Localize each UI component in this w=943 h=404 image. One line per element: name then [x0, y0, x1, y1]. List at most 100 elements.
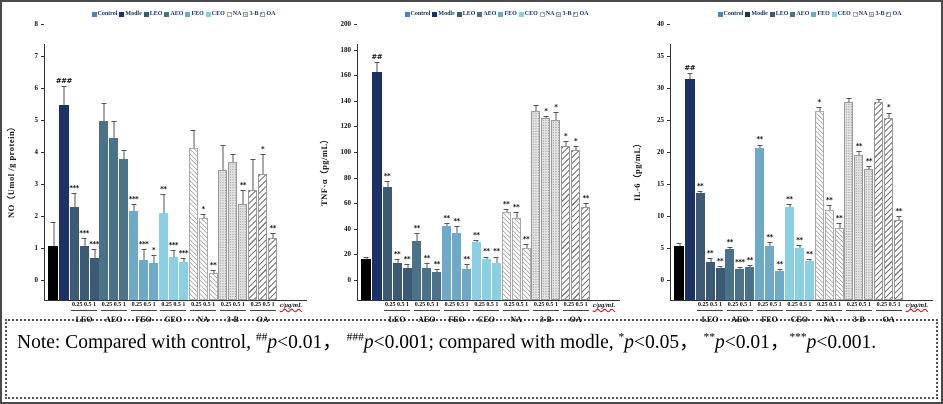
error-bar — [363, 256, 369, 260]
error-bar-line — [779, 268, 781, 272]
bar-oa-0.25 — [248, 189, 258, 300]
legend-label: LEO — [462, 11, 476, 17]
bar-slot: ** — [392, 44, 402, 300]
significance-label: ## — [371, 52, 383, 61]
y-tick-label: 7 — [34, 52, 39, 60]
error-bar-line — [829, 205, 831, 211]
legend-entry-feo: FEO — [811, 11, 830, 17]
bar-slot: ** — [471, 44, 481, 300]
bar-slot — [109, 44, 119, 300]
legend-swatch — [205, 11, 211, 17]
y-tick-label: 0 — [660, 276, 665, 284]
group-na: * ** 0.25 0.5 1 NA — [188, 44, 218, 325]
significance-label: ** — [483, 247, 490, 256]
error-bar-line — [565, 141, 567, 147]
group-label: NA — [510, 315, 522, 324]
group-label: NA — [823, 315, 835, 324]
bar-slot: ** — [894, 44, 904, 300]
significance-label: * — [574, 137, 578, 146]
legend-entry-feo: FEO — [185, 11, 204, 17]
bar-oa-0.5 — [571, 150, 581, 300]
significance-label: ** — [453, 216, 460, 225]
error-bar — [513, 211, 519, 219]
y-tick-label: 25 — [657, 116, 664, 124]
significance-label: ** — [403, 255, 411, 264]
error-bar-line — [183, 257, 185, 262]
group-leo: *** *** *** 0.25 0.5 1 LEO — [69, 44, 99, 325]
error-bar-line — [739, 266, 741, 269]
bar-slot: ** — [422, 44, 432, 300]
bar-aeo-0.5 — [109, 138, 119, 300]
error-bar-line — [376, 61, 378, 73]
bar-slot: ** — [481, 44, 491, 300]
legend-entry-na: NA — [852, 11, 867, 17]
error-bar-line — [575, 146, 577, 151]
error-bar-line — [242, 189, 244, 204]
bar-feo-1 — [149, 263, 159, 300]
bar-aeo-0.25 — [725, 248, 735, 300]
group-na: * ** ** 0.25 0.5 1 NA — [814, 44, 844, 325]
bar-feo-1 — [462, 269, 472, 300]
note-segment: * — [618, 331, 625, 344]
legend-label: AEO — [170, 11, 184, 17]
x-axis-unit-label: c/μg/mL — [279, 302, 303, 309]
bar-slot: ** — [402, 44, 412, 300]
group-oa: * ** 0.25 0.5 1 OA — [874, 44, 904, 325]
chart-panel-il6: Control Modle LEO AEO FEO CEO NA 3-B OA IL-6（pg/m… — [628, 4, 941, 324]
x-axis-unit-column: c/μg/mL — [904, 44, 930, 325]
error-bar — [573, 146, 579, 151]
y-tick-mark — [41, 184, 44, 185]
error-bar-line — [868, 166, 870, 170]
bar-na-0.5 — [824, 210, 834, 300]
bar-3-b-1 — [238, 204, 248, 300]
legend-entry-control: Control — [404, 11, 430, 17]
significance-label: * — [887, 103, 891, 112]
error-bar-line — [446, 223, 448, 226]
group-bars: ** ** ** — [755, 44, 785, 300]
bar-3-b-1 — [551, 119, 561, 300]
group-na: ** ** ** 0.25 0.5 1 NA — [501, 44, 531, 325]
y-tick-mark — [667, 120, 670, 121]
significance-label: *** — [69, 183, 79, 192]
bar-slot: ** — [725, 44, 735, 300]
legend-label: Control — [723, 11, 744, 17]
error-bar — [886, 112, 892, 118]
group-label: OA — [882, 315, 895, 324]
error-bar — [583, 202, 589, 207]
bar-slot: ## — [684, 44, 696, 300]
dose-ticks: 0.25 0.5 1 — [562, 302, 589, 311]
bar-ceo-1 — [804, 260, 814, 300]
group-label: LEO — [388, 315, 406, 324]
significance-label: *** — [79, 228, 89, 237]
error-bar — [826, 205, 832, 211]
error-bar — [190, 130, 196, 148]
legend-swatch — [477, 11, 483, 17]
y-tick-label: 160 — [340, 71, 352, 80]
legend-label: NA — [545, 11, 555, 17]
note-segment: <0.05， — [634, 332, 704, 353]
error-bar — [697, 190, 703, 194]
group-modle: ## — [684, 44, 696, 325]
error-bar-line — [888, 112, 890, 118]
group-3-b: ** ** 0.25 0.5 1 3-B — [844, 44, 874, 325]
significance-label: ** — [239, 180, 247, 189]
bar-slot: ** — [824, 44, 834, 300]
error-bar — [563, 141, 569, 147]
error-bar — [414, 233, 420, 242]
bar-slot: ** — [462, 44, 472, 300]
error-bar — [240, 189, 246, 204]
error-bar — [523, 243, 529, 248]
bar-slot: ** — [794, 44, 804, 300]
y-tick-mark — [667, 24, 670, 25]
legend-entry-leo: LEO — [769, 11, 788, 17]
significance-label: ** — [393, 250, 401, 259]
bar-slot: ** — [765, 44, 775, 300]
bar-feo-0.25 — [129, 211, 139, 300]
bar-slot: * — [814, 44, 824, 300]
y-tick-label: 3 — [34, 180, 39, 188]
group-control — [674, 44, 684, 325]
bar-slot: * — [149, 44, 159, 300]
empty-bars — [904, 44, 930, 300]
bar-oa-0.5 — [258, 173, 268, 300]
legend-swatch — [869, 11, 875, 17]
